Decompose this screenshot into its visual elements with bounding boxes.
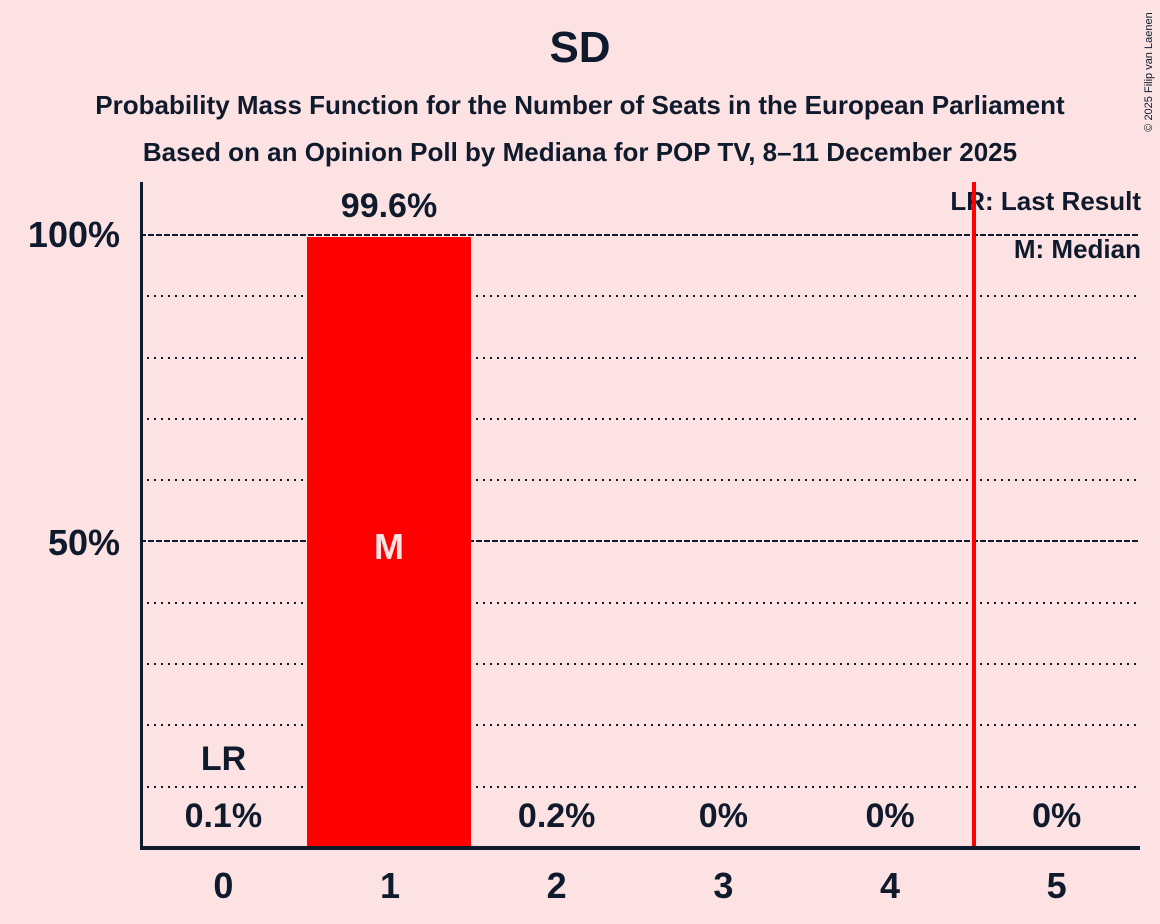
gridline-90 bbox=[140, 295, 1140, 297]
x-axis-tick-4: 4 bbox=[880, 865, 901, 906]
y-axis-tick-50: 50% bbox=[47, 522, 120, 563]
x-axis-tick-row: 0 1 2 3 4 5 bbox=[140, 864, 1140, 908]
x-axis-tick-3: 3 bbox=[713, 865, 734, 906]
copyright-notice: © 2025 Filip van Laenen bbox=[1143, 12, 1155, 132]
x-axis-tick-5: 5 bbox=[1046, 865, 1067, 906]
x-axis-tick-1: 1 bbox=[379, 865, 401, 906]
value-label-3-seats: 0% bbox=[698, 797, 748, 835]
gridline-20 bbox=[140, 724, 1140, 726]
median-marker: M bbox=[374, 526, 404, 567]
x-axis-tick-2: 2 bbox=[546, 865, 567, 906]
y-axis-tick-100: 100% bbox=[27, 214, 120, 255]
bar-value-label: 99.6% bbox=[340, 187, 438, 225]
plot-area: M bbox=[140, 182, 1140, 848]
gridline-50 bbox=[140, 540, 1140, 542]
gridline-40 bbox=[140, 602, 1140, 604]
red-vertical-marker-line bbox=[972, 182, 976, 846]
value-label-4-seats: 0% bbox=[865, 797, 915, 835]
value-label-1-seat-empty bbox=[307, 796, 474, 836]
probability-bar-1-seat bbox=[307, 237, 471, 848]
value-label-row: 0.1% 0.2% 0% 0% 0% bbox=[140, 796, 1140, 836]
x-axis-tick-0: 0 bbox=[213, 865, 234, 906]
value-label-0-seats: 0.1% bbox=[184, 797, 263, 835]
last-result-marker: LR bbox=[200, 740, 247, 778]
gridline-70 bbox=[140, 418, 1140, 420]
chart-subtitle-source: Based on an Opinion Poll by Mediana for … bbox=[142, 137, 1018, 167]
chart-title: SD bbox=[549, 23, 611, 72]
y-axis-line bbox=[140, 182, 143, 848]
chart-subtitle: Probability Mass Function for the Number… bbox=[95, 90, 1065, 120]
gridline-10 bbox=[140, 786, 1140, 788]
value-label-5-seats: 0% bbox=[1032, 797, 1082, 835]
gridline-60 bbox=[140, 479, 1140, 481]
x-axis-line bbox=[140, 846, 1140, 850]
gridline-80 bbox=[140, 357, 1140, 359]
legend-median: M: Median bbox=[1013, 234, 1141, 264]
value-label-2-seats: 0.2% bbox=[517, 797, 596, 835]
gridline-30 bbox=[140, 663, 1140, 665]
gridline-100 bbox=[140, 234, 1140, 236]
legend-last-result: LR: Last Result bbox=[950, 186, 1141, 216]
